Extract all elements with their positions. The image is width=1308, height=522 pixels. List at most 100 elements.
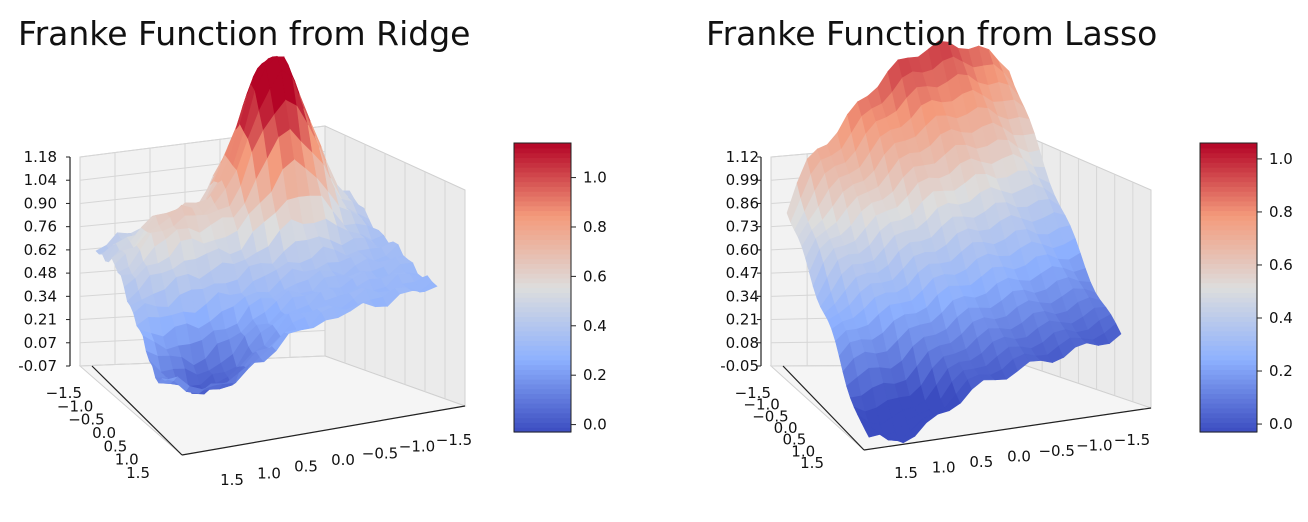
colorbar-band bbox=[514, 330, 571, 337]
colorbar-band bbox=[1200, 417, 1257, 423]
lasso-surface-plot: 1.12 0.99 0.86 0.73 0.60 0.47 0.34 0.21 0.08 -0.0… bbox=[720, 40, 1293, 482]
colorbar-band bbox=[514, 379, 571, 385]
x-tick-label: −0.5 bbox=[1038, 442, 1074, 460]
y-tick-label: −1.0 bbox=[743, 396, 779, 414]
x-axis: 1.5 1.0 0.5 0.0 −0.5 −1.0 −1.5 bbox=[181, 405, 472, 489]
colorbar-band bbox=[1200, 326, 1257, 332]
colorbar-band bbox=[1200, 292, 1257, 298]
y-tick-label: 0.0 bbox=[92, 424, 116, 442]
colorbar-band bbox=[1200, 403, 1257, 409]
colorbar-band bbox=[1200, 215, 1257, 221]
x-tick-label: 0.0 bbox=[331, 451, 355, 469]
colorbar-band bbox=[1200, 383, 1257, 390]
colorbar-band bbox=[1200, 152, 1257, 159]
colorbar-tick-label: 0.0 bbox=[583, 416, 607, 434]
y-axis-line bbox=[782, 365, 865, 451]
x-tick-label: 1.0 bbox=[257, 464, 281, 482]
colorbar-band bbox=[514, 224, 571, 231]
colorbar-band bbox=[1200, 210, 1257, 216]
colorbar-tick-label: 1.0 bbox=[583, 169, 607, 187]
colorbar-band bbox=[514, 398, 571, 404]
colorbar-tick-label: 0.2 bbox=[1269, 362, 1293, 380]
colorbar-band bbox=[1200, 176, 1257, 183]
colorbar-band bbox=[1200, 220, 1257, 226]
colorbar-band bbox=[514, 359, 571, 366]
colorbar-band bbox=[1200, 229, 1257, 236]
colorbar-band bbox=[514, 171, 571, 178]
y-tick-label: 1.5 bbox=[800, 454, 824, 472]
colorbar-band bbox=[514, 335, 571, 342]
colorbar-band bbox=[1200, 388, 1257, 395]
colorbar-band bbox=[514, 176, 571, 183]
colorbar-band bbox=[514, 191, 571, 197]
colorbar-band bbox=[1200, 321, 1257, 327]
lasso-title: Franke Function from Lasso bbox=[706, 14, 1158, 53]
colorbar-frame bbox=[513, 142, 572, 433]
colorbar-band bbox=[514, 388, 571, 395]
colorbar-band bbox=[514, 417, 571, 423]
colorbar-band bbox=[1200, 282, 1257, 289]
colorbar-band bbox=[1200, 350, 1257, 356]
colorbar-band bbox=[1200, 301, 1257, 308]
colorbar-tick-label: 0.0 bbox=[1269, 415, 1293, 433]
x-tick-label: 1.5 bbox=[894, 464, 918, 482]
colorbar-band bbox=[514, 354, 571, 361]
colorbar-band bbox=[514, 321, 571, 327]
colorbar-band bbox=[1200, 287, 1257, 293]
colorbar-band bbox=[514, 403, 571, 409]
colorbar-band bbox=[514, 152, 571, 159]
colorbar-band bbox=[1200, 186, 1257, 192]
colorbar-frame bbox=[1199, 142, 1258, 433]
x-tick-label: 0.5 bbox=[294, 458, 318, 476]
colorbar-band bbox=[1200, 162, 1257, 168]
y-tick-label: −0.5 bbox=[752, 407, 788, 425]
colorbar-band bbox=[1200, 273, 1257, 279]
x-axis-line bbox=[863, 407, 1152, 451]
colorbar-band bbox=[514, 205, 571, 212]
colorbar-band bbox=[1200, 167, 1257, 173]
z-tick-label: 0.08 bbox=[726, 334, 759, 352]
z-tick-label: 0.60 bbox=[726, 241, 759, 259]
y-axis-line bbox=[91, 365, 183, 456]
colorbar-band bbox=[514, 364, 571, 370]
x-tick-label: −1.5 bbox=[436, 431, 472, 449]
colorbar-band bbox=[1200, 393, 1257, 399]
z-tick-label: -0.07 bbox=[18, 357, 57, 375]
colorbar-band bbox=[514, 383, 571, 390]
colorbar-band bbox=[1200, 345, 1257, 351]
z-tick-label: 0.21 bbox=[726, 311, 759, 329]
colorbar-band bbox=[514, 412, 571, 419]
colorbar-band bbox=[1200, 195, 1257, 202]
colorbar-tick-label: 0.4 bbox=[583, 317, 607, 335]
colorbar-band bbox=[514, 147, 571, 154]
y-tick-label: −0.5 bbox=[68, 411, 104, 429]
colorbar-band bbox=[514, 292, 571, 298]
surface-mesh bbox=[786, 40, 1122, 444]
colorbar-band bbox=[514, 311, 571, 317]
colorbar-band bbox=[1200, 374, 1257, 380]
colorbar-band bbox=[1200, 335, 1257, 342]
colorbar-band bbox=[1200, 407, 1257, 414]
colorbar-band bbox=[514, 427, 571, 433]
colorbar-band bbox=[1200, 244, 1257, 250]
colorbar-band bbox=[514, 253, 571, 260]
colorbar-band bbox=[1200, 239, 1257, 245]
colorbar-band bbox=[514, 263, 571, 269]
surface-mesh bbox=[95, 55, 438, 395]
colorbar-band bbox=[514, 186, 571, 192]
x-tick-label: −1.0 bbox=[1076, 437, 1112, 455]
lasso-panel: Franke Function from Lasso 1.12 0.99 0.86 0… bbox=[654, 0, 1308, 518]
colorbar-band bbox=[514, 369, 571, 375]
colorbar-band bbox=[514, 345, 571, 351]
colorbar-band bbox=[514, 200, 571, 207]
colorbar-band bbox=[1200, 181, 1257, 187]
colorbar-band bbox=[1200, 364, 1257, 370]
y-tick-label: 0.5 bbox=[782, 431, 806, 449]
colorbar-tick-label: 0.8 bbox=[1269, 203, 1293, 221]
colorbar-band bbox=[1200, 147, 1257, 154]
colorbar-band bbox=[514, 326, 571, 332]
colorbar-band bbox=[514, 143, 571, 149]
x-tick-label: 0.5 bbox=[969, 453, 993, 471]
z-tick-label: 0.86 bbox=[726, 194, 759, 212]
colorbar-band bbox=[514, 282, 571, 289]
